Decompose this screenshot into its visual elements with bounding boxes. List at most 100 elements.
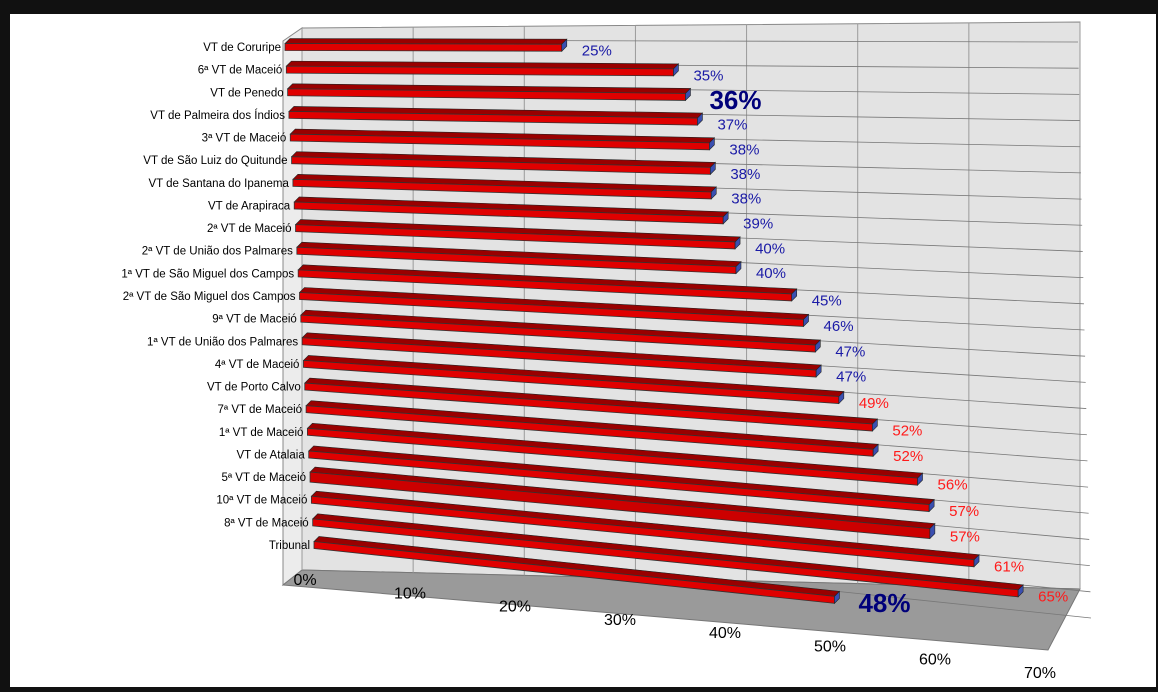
bar-end-cap (917, 472, 923, 486)
data-label: 40% (756, 265, 786, 282)
category-label: 4ª VT de Maceió (215, 359, 300, 371)
bar (300, 309, 822, 353)
bar-end-cap (710, 161, 716, 176)
data-label: 38% (730, 166, 760, 183)
category-labels: VT de Coruripe 6ª VT de Maceió VT de Pened… (121, 42, 310, 552)
bar-end-cap (834, 590, 840, 605)
category-label: VT de Palmeira dos Índios (150, 109, 285, 122)
bar-end-cap (561, 38, 568, 52)
category-label: 1ª VT de Maceió (219, 427, 304, 439)
bar-end-cap (722, 211, 729, 225)
data-label: 37% (717, 117, 747, 134)
bar (302, 355, 845, 405)
data-label: 57% (950, 529, 980, 546)
bar-end-cap (697, 112, 703, 126)
category-label: 6ª VT de Maceió (198, 65, 283, 77)
category-label: 2ª VT de Maceió (207, 223, 292, 235)
data-label: 46% (824, 318, 854, 335)
data-label: 49% (859, 395, 889, 412)
bar-front-face (284, 43, 563, 52)
data-label: 39% (743, 215, 773, 232)
data-label: 48% (858, 588, 910, 618)
category-label: 2ª VT de São Miguel dos Campos (123, 291, 296, 303)
data-label: 47% (836, 369, 866, 386)
bar (301, 332, 822, 378)
bar-end-cap (973, 554, 980, 568)
bar-end-cap (815, 339, 821, 353)
bar (289, 128, 716, 151)
category-label: 7ª VT de Maceió (217, 404, 302, 416)
data-label: 36% (709, 85, 761, 115)
bar (293, 196, 729, 225)
data-label: 57% (949, 503, 979, 520)
value-labels: 25% 35%36% 37% 38% 38% 38% 39% 40% 40% 45% 46% 47% 4… (582, 43, 1068, 618)
category-label: 2ª VT de União dos Palmares (142, 246, 293, 258)
category-label: 10ª VT de Maceió (216, 495, 307, 507)
bar (297, 264, 798, 302)
category-label: VT de Porto Calvo (207, 382, 301, 394)
category-label: 1ª VT de São Miguel dos Campos (121, 268, 294, 280)
data-label: 65% (1038, 588, 1068, 605)
data-label: 52% (893, 448, 923, 465)
bar-end-cap (872, 443, 879, 458)
bar (312, 513, 1024, 598)
bar-end-cap (735, 260, 742, 275)
bar-end-cap (815, 364, 822, 378)
category-label: VT de Penedo (210, 87, 283, 99)
category-label: VT de Arapiraca (208, 200, 291, 212)
category-label: 1ª VT de União dos Palmares (147, 336, 298, 348)
bar (294, 219, 741, 250)
bar-end-cap (1017, 584, 1024, 598)
bar (305, 400, 879, 458)
bar (290, 151, 717, 176)
bar (288, 106, 704, 126)
data-label: 56% (938, 477, 968, 494)
data-label: 61% (994, 558, 1024, 575)
bar-end-cap (838, 390, 845, 405)
bar (306, 423, 924, 486)
x-tick-label: 60% (919, 652, 951, 669)
x-tick-label: 70% (1024, 665, 1056, 682)
bar (308, 445, 935, 513)
bar (304, 377, 879, 432)
category-label: 5ª VT de Maceió (221, 472, 306, 484)
x-tick-label: 30% (604, 612, 636, 629)
bar-end-cap (709, 137, 715, 151)
category-label: Tribunal (269, 540, 310, 552)
bar-end-cap (791, 288, 798, 302)
data-label: 40% (755, 240, 785, 257)
bar-end-cap (685, 87, 691, 102)
bar-end-cap (928, 498, 935, 513)
category-label: 3ª VT de Maceió (202, 133, 287, 145)
bar (296, 241, 742, 275)
bar (313, 536, 841, 605)
bar (285, 60, 680, 77)
x-tick-label: 50% (814, 638, 846, 655)
data-label: 25% (582, 43, 612, 60)
bar (309, 466, 936, 540)
bar-end-cap (929, 522, 936, 540)
bar (298, 287, 810, 328)
bars (284, 38, 1024, 605)
category-label: VT de Coruripe (203, 42, 281, 54)
x-tick-label: 20% (499, 599, 531, 616)
category-label: 8ª VT de Maceió (224, 517, 309, 529)
data-label: 45% (812, 292, 842, 309)
x-tick-label: 40% (709, 625, 741, 642)
data-label: 35% (693, 67, 723, 84)
category-label: 9ª VT de Maceió (212, 314, 297, 326)
bar (284, 38, 568, 52)
data-label: 52% (892, 423, 922, 440)
bar-end-cap (710, 186, 717, 200)
bar-end-cap (673, 63, 679, 77)
category-label: VT de Santana do Ipanema (148, 178, 289, 190)
data-label: 38% (729, 141, 759, 158)
bar (292, 174, 717, 200)
bar-end-cap (734, 236, 741, 250)
bar (286, 83, 692, 102)
bar-end-cap (872, 418, 878, 432)
data-label: 47% (835, 344, 865, 361)
data-label: 38% (731, 190, 761, 207)
